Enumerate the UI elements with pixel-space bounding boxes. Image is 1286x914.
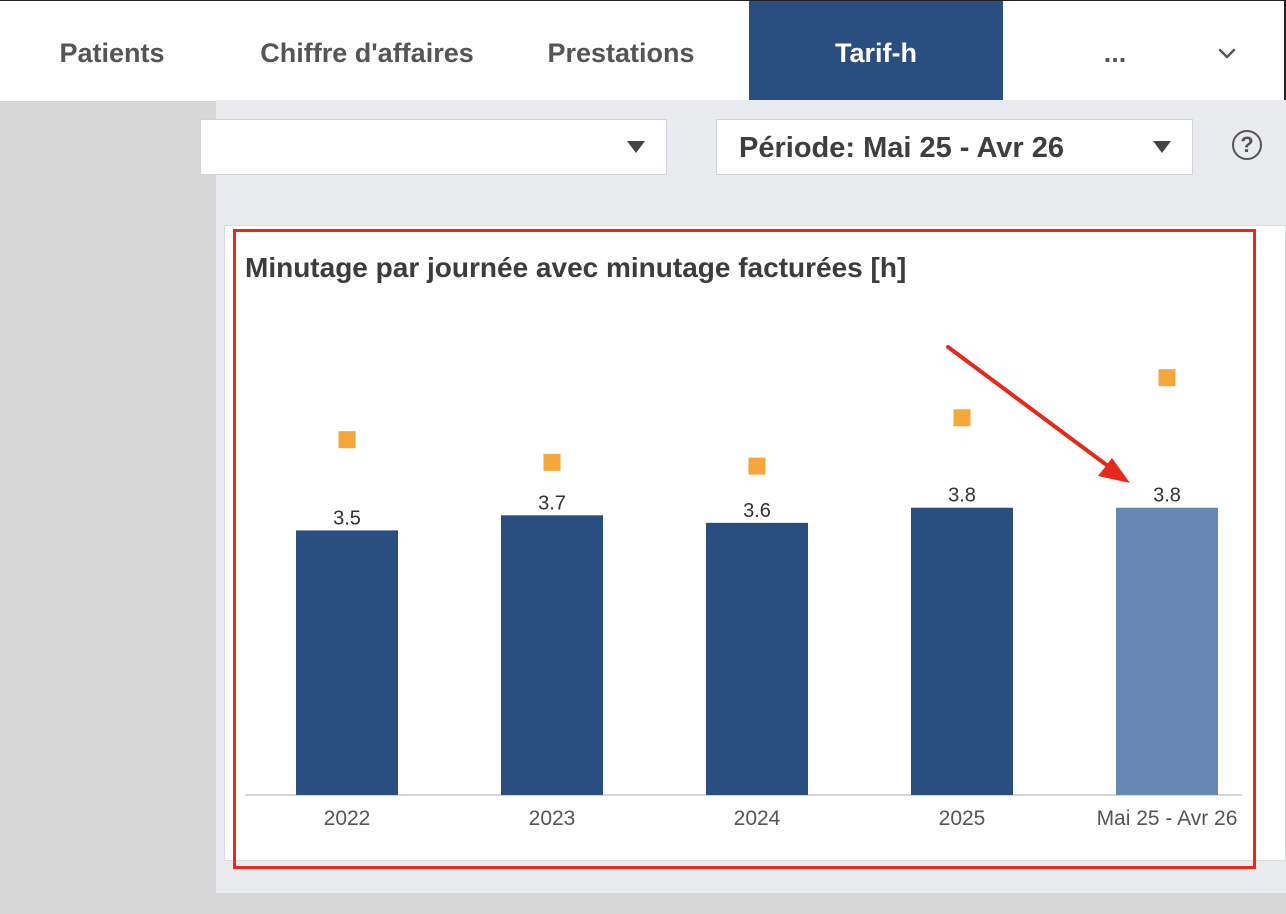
period-dropdown-value: Période: Mai 25 - Avr 26 xyxy=(739,132,1065,164)
bar xyxy=(911,507,1013,795)
marker-point xyxy=(748,457,766,475)
filter-dropdown[interactable] xyxy=(200,119,667,175)
help-icon[interactable]: ? xyxy=(1232,130,1262,160)
tab-prestations[interactable]: Prestations xyxy=(547,38,695,68)
x-tick-label: Mai 25 - Avr 26 xyxy=(1097,807,1238,830)
caret-down-icon xyxy=(627,141,645,153)
chart-title: Minutage par journée avec minutage factu… xyxy=(245,252,907,283)
tab-tarif-h[interactable]: Tarif-h xyxy=(749,1,1003,101)
x-tick-label: 2025 xyxy=(939,807,986,830)
bar xyxy=(501,515,603,795)
left-panel xyxy=(0,107,216,914)
marker-point xyxy=(1158,369,1176,387)
annotation-arrowhead xyxy=(1098,458,1130,483)
bar xyxy=(296,530,398,795)
annotation-arrow xyxy=(946,345,1114,471)
data-label: 3.8 xyxy=(948,485,976,507)
x-tick-label: 2022 xyxy=(324,807,371,830)
tab-patients[interactable]: Patients xyxy=(59,38,165,68)
marker-point xyxy=(338,431,356,449)
data-label: 3.7 xyxy=(538,492,566,514)
caret-down-icon xyxy=(1153,141,1171,153)
marker-point xyxy=(953,409,971,427)
period-dropdown[interactable]: Période: Mai 25 - Avr 26 xyxy=(716,119,1193,175)
tab-chiffre-affaires[interactable]: Chiffre d'affaires xyxy=(260,38,474,68)
data-label: 3.6 xyxy=(743,500,771,522)
top-navigation-bar: Patients Chiffre d'affaires Prestations … xyxy=(0,0,1286,101)
x-tick-label: 2023 xyxy=(529,807,576,830)
marker-point xyxy=(543,453,561,471)
data-label: 3.8 xyxy=(1153,485,1181,507)
chevron-down-icon[interactable] xyxy=(1212,39,1242,69)
x-tick-label: 2024 xyxy=(734,807,781,830)
bar xyxy=(1116,507,1218,795)
bar xyxy=(706,522,808,795)
data-label: 3.5 xyxy=(333,507,361,529)
tab-more[interactable]: ... xyxy=(1103,38,1127,68)
bottom-strip xyxy=(216,893,1286,914)
